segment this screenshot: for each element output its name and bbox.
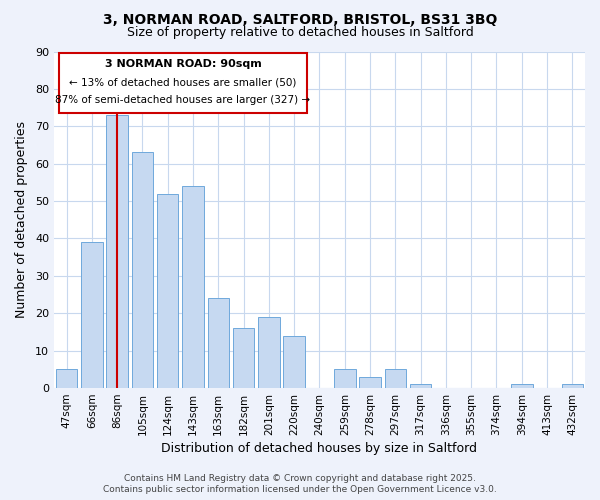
Bar xyxy=(258,317,280,388)
Bar xyxy=(410,384,431,388)
Text: 3, NORMAN ROAD, SALTFORD, BRISTOL, BS31 3BQ: 3, NORMAN ROAD, SALTFORD, BRISTOL, BS31 … xyxy=(103,12,497,26)
Text: Size of property relative to detached houses in Saltford: Size of property relative to detached ho… xyxy=(127,26,473,39)
Bar xyxy=(385,370,406,388)
Bar xyxy=(511,384,533,388)
Bar xyxy=(233,328,254,388)
Text: 87% of semi-detached houses are larger (327) →: 87% of semi-detached houses are larger (… xyxy=(55,94,310,104)
Bar xyxy=(562,384,583,388)
Bar xyxy=(208,298,229,388)
FancyBboxPatch shape xyxy=(59,54,307,113)
Bar xyxy=(359,377,381,388)
Bar xyxy=(131,152,153,388)
Y-axis label: Number of detached properties: Number of detached properties xyxy=(15,122,28,318)
Text: 3 NORMAN ROAD: 90sqm: 3 NORMAN ROAD: 90sqm xyxy=(104,59,261,69)
Bar xyxy=(182,186,204,388)
Bar xyxy=(81,242,103,388)
Text: Contains HM Land Registry data © Crown copyright and database right 2025.
Contai: Contains HM Land Registry data © Crown c… xyxy=(103,474,497,494)
Bar xyxy=(283,336,305,388)
Bar xyxy=(106,115,128,388)
Bar xyxy=(56,370,77,388)
Bar xyxy=(157,194,178,388)
Bar xyxy=(334,370,356,388)
X-axis label: Distribution of detached houses by size in Saltford: Distribution of detached houses by size … xyxy=(161,442,478,455)
Text: ← 13% of detached houses are smaller (50): ← 13% of detached houses are smaller (50… xyxy=(69,78,296,88)
